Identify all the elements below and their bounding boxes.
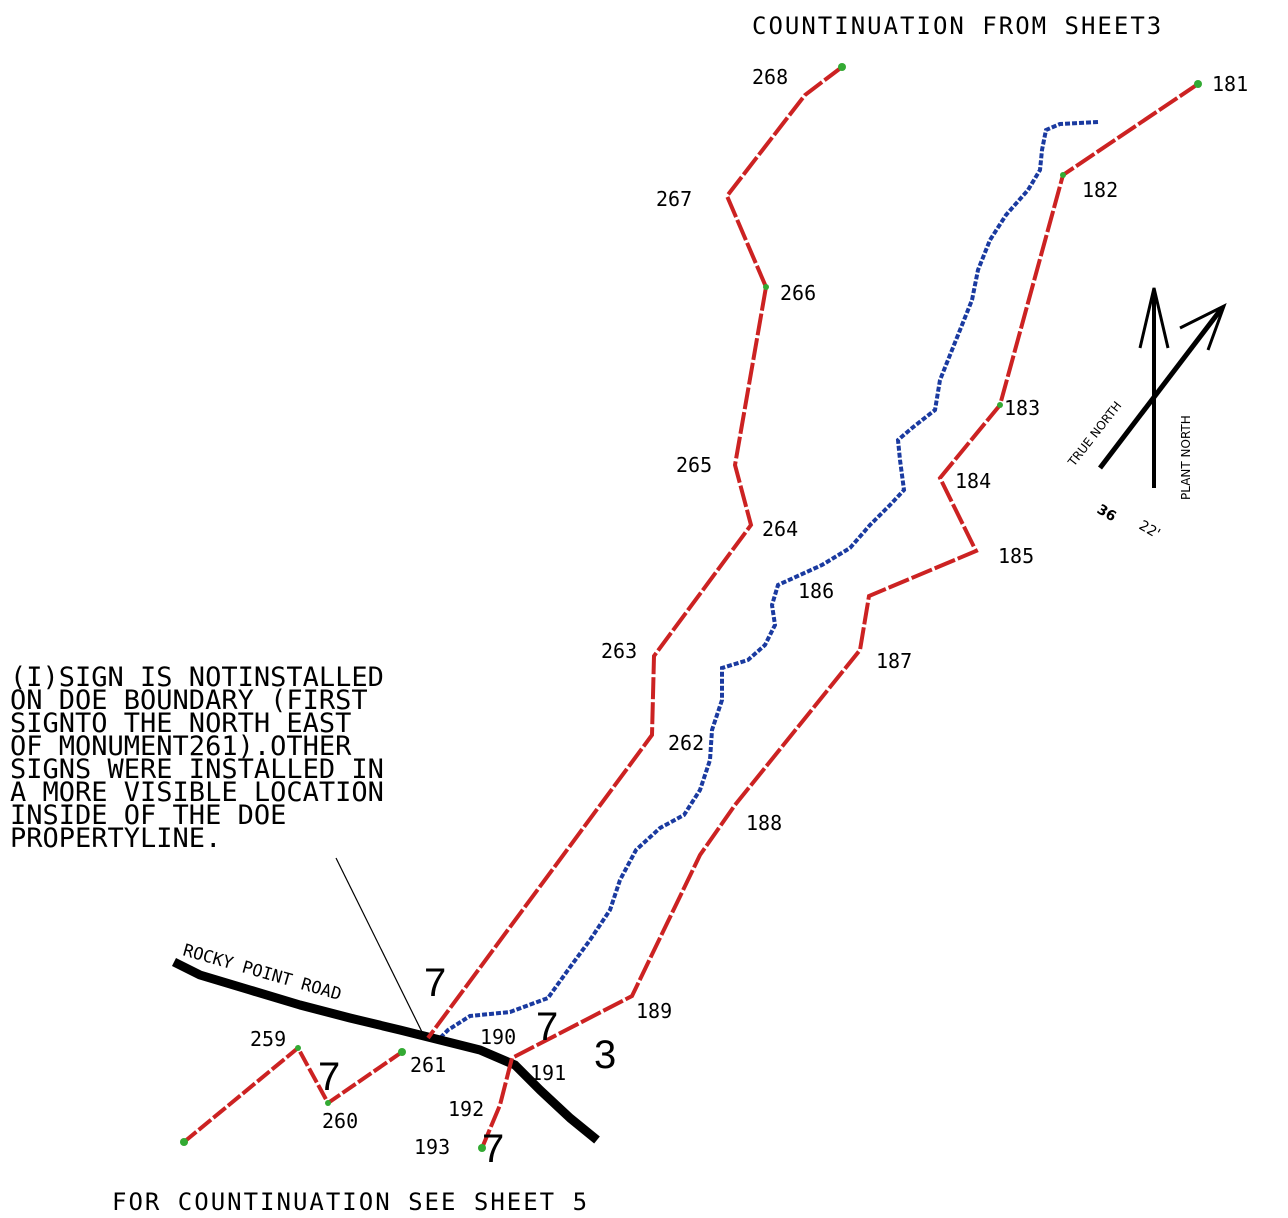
point-193 (478, 1144, 486, 1152)
label-188: 188 (746, 811, 782, 835)
note-line-5: SIGNS WERE INSTALLED IN (10, 754, 384, 785)
label-268: 268 (752, 65, 788, 89)
label-185: 185 (998, 544, 1034, 568)
label-263: 263 (601, 639, 637, 663)
rocky-point-road (171, 957, 600, 1144)
point-183 (997, 402, 1003, 408)
point-259 (295, 1045, 301, 1051)
label-193: 193 (414, 1135, 450, 1159)
note-text-block: (I)SIGN IS NOTINSTALLED ON DOE BOUNDARY … (10, 662, 384, 854)
note-line-7: INSIDE OF THE DOE (10, 800, 286, 831)
label-184: 184 (955, 469, 991, 493)
label-190: 190 (480, 1025, 516, 1049)
header-continuation-from: COUNTINUATION FROM SHEET3 (752, 12, 1163, 40)
label-191: 191 (530, 1061, 566, 1085)
label-264: 264 (762, 517, 798, 541)
note-line-6: A MORE VISIBLE LOCATION (10, 777, 384, 808)
note-line-1: (I)SIGN IS NOTINSTALLED (10, 662, 384, 693)
note-line-4: OF MONUMENT261).OTHER (10, 731, 352, 762)
note-line-3: SIGNTO THE NORTH EAST (10, 708, 351, 739)
label-261: 261 (410, 1053, 446, 1077)
east-boundary-line (480, 82, 1200, 1149)
sign-marker-7-190: 7 (536, 1005, 558, 1049)
label-262: 262 (668, 731, 704, 755)
note-line-8: PROPERTYLINE. (10, 823, 221, 854)
plant-north-label: PLANT NORTH (1179, 415, 1193, 500)
angle-label-22: 22' (1136, 518, 1163, 543)
point-266 (763, 284, 769, 290)
creek-line (436, 120, 1099, 1042)
label-182: 182 (1082, 178, 1118, 202)
sign-markers: 7 7 3 7 7 (318, 961, 616, 1171)
west-boundary-line (426, 65, 844, 1040)
plant-north-shaft (1098, 306, 1224, 470)
label-186: 186 (798, 579, 834, 603)
point-182 (1060, 172, 1066, 178)
label-267: 267 (656, 187, 692, 211)
sign-marker-3: 3 (594, 1033, 616, 1077)
plant-north-arrowhead (1179, 302, 1227, 351)
label-187: 187 (876, 649, 912, 673)
southwest-boundary-line (182, 1044, 404, 1144)
label-192: 192 (448, 1097, 484, 1121)
note-leader-line (335, 857, 425, 1037)
point-268 (838, 63, 846, 71)
note-line-2: ON DOE BOUNDARY (FIRST (10, 685, 368, 716)
label-189: 189 (636, 999, 672, 1023)
label-260: 260 (322, 1109, 358, 1133)
label-183: 183 (1004, 396, 1040, 420)
sign-marker-7-north-261: 7 (424, 961, 446, 1005)
monument-labels: 268 181 182 267 266 183 265 184 264 185 … (250, 65, 1248, 1159)
footer-continuation-see: FOR COUNTINUATION SEE SHEET 5 (112, 1188, 589, 1216)
point-181 (1194, 80, 1202, 88)
label-265: 265 (676, 453, 712, 477)
label-266: 266 (780, 281, 816, 305)
label-181: 181 (1212, 72, 1248, 96)
sign-marker-7-259: 7 (318, 1055, 340, 1099)
true-north-arrowhead (1138, 287, 1170, 349)
monument-points (180, 63, 1202, 1152)
point-261-east (398, 1048, 406, 1056)
point-end-sw (180, 1138, 188, 1146)
true-north-label: TRUE NORTH (1065, 399, 1125, 470)
point-260 (325, 1100, 331, 1106)
sign-marker-7-193: 7 (482, 1127, 504, 1171)
label-259: 259 (250, 1027, 286, 1051)
angle-label-36: 36 (1094, 502, 1119, 526)
north-arrow: TRUE NORTH PLANT NORTH 36 22' (1065, 287, 1227, 543)
